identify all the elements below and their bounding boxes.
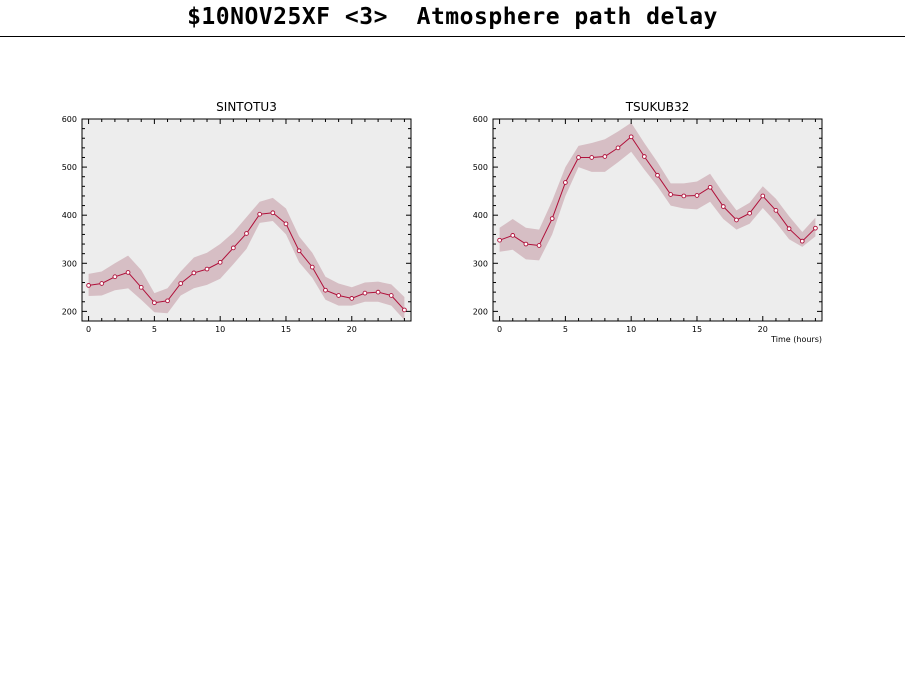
x-tick-label: 10: [626, 325, 636, 334]
data-point: [86, 283, 91, 288]
data-point: [230, 245, 236, 251]
data-point: [336, 293, 341, 298]
y-tick-label: 300: [473, 259, 488, 268]
data-point: [720, 204, 726, 209]
y-tick-label: 400: [473, 211, 488, 220]
data-point: [576, 155, 581, 160]
chart-panel-sintotu3: 0 5 10 15 20 200 300 400 500 600 SINTOTU3: [62, 100, 412, 334]
data-point: [760, 193, 766, 199]
data-point: [523, 241, 529, 247]
y-tick-label: 600: [62, 115, 77, 124]
x-tick-label: 0: [86, 325, 91, 334]
x-tick-label: 15: [281, 325, 291, 334]
data-point: [563, 180, 568, 185]
y-tick-label: 200: [473, 307, 488, 316]
data-point: [375, 289, 381, 295]
data-point: [125, 270, 131, 275]
data-point: [628, 134, 634, 140]
x-tick-label: 0: [497, 325, 502, 334]
data-point: [165, 298, 170, 304]
data-point: [813, 225, 818, 231]
title-divider: [0, 36, 905, 37]
data-point: [388, 293, 394, 298]
data-point: [497, 237, 502, 243]
data-point: [309, 264, 315, 270]
y-tick-label: 500: [473, 163, 488, 172]
data-point: [283, 221, 289, 227]
y-tick-label: 200: [62, 307, 77, 316]
data-point: [362, 290, 368, 296]
data-point: [641, 154, 647, 159]
data-point: [99, 281, 105, 286]
data-point: [152, 300, 157, 306]
chart-title: SINTOTU3: [216, 100, 277, 114]
data-point: [681, 193, 687, 199]
data-point: [217, 259, 223, 265]
x-tick-label: 10: [215, 325, 225, 334]
chart-panel-tsukub32: 0 5 10 15 20 200 300 400 500 600 TSUKUB32 Time (hou…: [473, 100, 823, 344]
x-tick-label: 15: [692, 325, 702, 334]
data-point: [655, 172, 660, 178]
page-title: $10NOV25XF <3> Atmosphere path delay: [187, 4, 718, 30]
data-point: [244, 231, 249, 236]
data-point: [707, 184, 713, 190]
data-point: [270, 210, 276, 216]
data-point: [138, 284, 144, 290]
data-point: [510, 233, 516, 238]
x-tick-label: 5: [563, 325, 568, 334]
chart-title: TSUKUB32: [625, 100, 690, 114]
x-tick-label: 20: [347, 325, 357, 334]
data-point: [549, 216, 555, 221]
data-point: [204, 266, 210, 272]
y-tick-label: 400: [62, 211, 77, 220]
data-point: [191, 270, 197, 276]
data-point: [694, 193, 700, 198]
data-point: [257, 211, 263, 217]
data-point: [536, 243, 542, 248]
y-tick-label: 600: [473, 115, 488, 124]
data-point: [602, 154, 608, 159]
data-point: [786, 226, 792, 232]
data-point: [178, 281, 184, 286]
data-point: [773, 208, 779, 213]
data-point: [296, 248, 302, 254]
data-point: [799, 238, 805, 244]
data-point: [402, 307, 407, 313]
x-tick-label: 20: [758, 325, 768, 334]
y-tick-label: 500: [62, 163, 77, 172]
x-axis-label: Time (hours): [770, 335, 822, 344]
data-point: [615, 145, 621, 151]
data-point: [668, 192, 674, 197]
x-tick-label: 5: [152, 325, 157, 334]
data-point: [589, 155, 595, 160]
data-point: [349, 296, 355, 301]
data-point: [112, 274, 118, 280]
data-point: [323, 287, 328, 293]
y-tick-label: 300: [62, 259, 77, 268]
data-point: [747, 210, 752, 216]
data-point: [734, 217, 739, 223]
plot-area: [493, 119, 822, 321]
